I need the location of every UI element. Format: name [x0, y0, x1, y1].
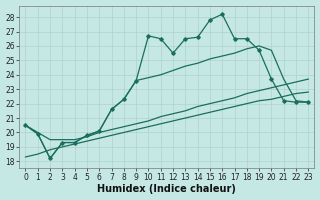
- X-axis label: Humidex (Indice chaleur): Humidex (Indice chaleur): [98, 184, 236, 194]
